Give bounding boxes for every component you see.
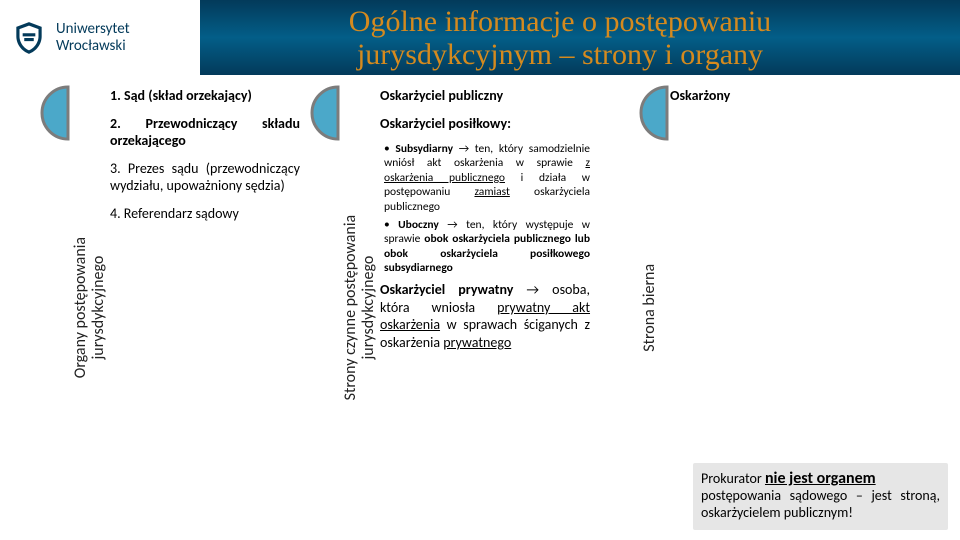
content-area: Organy postępowaniajurysdykcyjnego 1. Są… <box>70 85 940 530</box>
private-prosecutor-label: Oskarżyciel prywatny <box>380 281 513 298</box>
vertical-label-wrap: Strony czynne postępowaniajurysdykcyjneg… <box>340 85 380 530</box>
university-name: Uniwersytet Wrocławski <box>56 21 130 54</box>
title-line1: Ogólne informacje o postępowaniu <box>200 5 920 38</box>
column-body: Oskarżyciel publiczny Oskarżyciel posiłk… <box>380 85 590 530</box>
column-body: Oskarżony <box>670 85 925 530</box>
shield-icon <box>10 19 48 57</box>
list-item: 3. Prezes sądu (przewodniczący wydziału,… <box>110 160 300 195</box>
title-line2: jurysdykcyjnym – strony i organy <box>200 38 920 71</box>
column-strona-bierna: Strona bierna Oskarżony <box>630 85 925 530</box>
heading-defendant: Oskarżony <box>670 87 925 105</box>
vertical-label: Organy postępowaniajurysdykcyjnego <box>72 237 107 378</box>
vertical-label: Strony czynne postępowaniajurysdykcyjneg… <box>342 215 377 401</box>
column-body: 1. Sąd (skład orzekający) 2. Przewodnicz… <box>110 85 300 530</box>
university-name-bottom: Wrocławski <box>56 38 130 55</box>
page-title: Ogólne informacje o postępowaniu jurysdy… <box>200 5 960 71</box>
list-item: 4. Referendarz sądowy <box>110 205 300 223</box>
half-circle-icon <box>308 85 368 141</box>
half-circle-icon <box>38 85 98 141</box>
heading-auxiliary-prosecutor: Oskarżyciel posiłkowy: <box>380 115 590 133</box>
university-logo: Uniwersytet Wrocławski <box>0 0 200 75</box>
bullet-item: • Uboczny → ten, który występuje w spraw… <box>384 218 590 276</box>
university-name-top: Uniwersytet <box>56 21 130 38</box>
private-prosecutor-text: Oskarżyciel prywatny → osoba, która wnio… <box>380 281 590 351</box>
bullet-list: • Subsydiarny → ten, który samodzielnie … <box>380 142 590 275</box>
heading-public-prosecutor: Oskarżyciel publiczny <box>380 87 590 105</box>
header-bar: Uniwersytet Wrocławski Ogólne informacje… <box>0 0 960 75</box>
list-item: 2. Przewodniczący składu orzekającego <box>110 115 300 150</box>
list-item: 1. Sąd (skład orzekający) <box>110 87 300 105</box>
vertical-label-wrap: Strona bierna <box>630 85 670 530</box>
vertical-label: Strona bierna <box>641 264 659 352</box>
bullet-item: • Subsydiarny → ten, który samodzielnie … <box>384 142 590 214</box>
column-organy: Organy postępowaniajurysdykcyjnego 1. Są… <box>70 85 300 530</box>
vertical-label-wrap: Organy postępowaniajurysdykcyjnego <box>70 85 110 530</box>
column-strony-czynne: Strony czynne postępowaniajurysdykcyjneg… <box>340 85 590 530</box>
